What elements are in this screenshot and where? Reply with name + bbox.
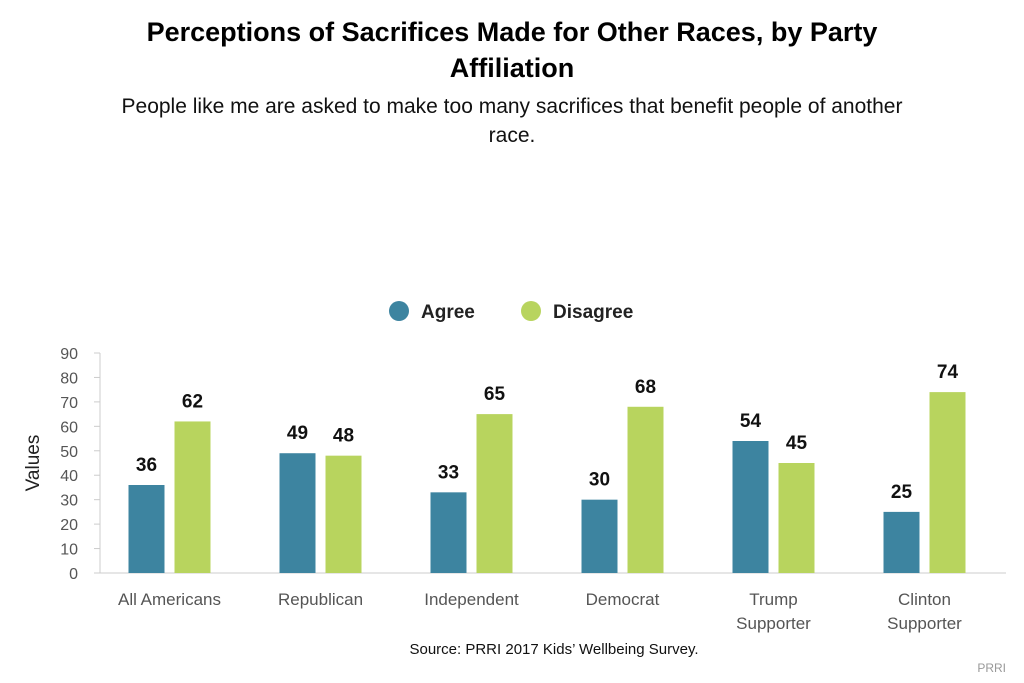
- bar-disagree: [627, 406, 664, 573]
- axes: 0 10 20 30 40 50 60 70 80 90: [60, 346, 1006, 583]
- bars: [128, 392, 966, 573]
- chart-subtitle-line: People like me are asked to make too man…: [122, 95, 903, 118]
- bar-agree: [581, 499, 618, 573]
- y-tick-label: 0: [69, 566, 78, 583]
- bar-disagree: [778, 463, 815, 573]
- data-label-disagree: 45: [786, 433, 808, 454]
- data-label-agree: 25: [891, 482, 913, 503]
- data-labels: 36 62 49 48 33 65 30 68 54 45 25 74: [136, 362, 959, 503]
- category-label: Democrat: [586, 590, 660, 609]
- data-label-disagree: 65: [484, 384, 506, 405]
- data-label-agree: 33: [438, 462, 459, 483]
- data-label-agree: 49: [287, 423, 308, 444]
- chart-title: Perceptions of Sacrifices Made for Other…: [147, 17, 878, 83]
- bar-agree: [430, 492, 467, 573]
- bar-agree: [883, 511, 920, 573]
- y-tick-label: 80: [60, 370, 78, 387]
- category-label: Trump: [749, 590, 798, 609]
- category-label: All Americans: [118, 590, 221, 609]
- legend-label-disagree: Disagree: [553, 302, 633, 323]
- bar-agree: [279, 453, 316, 573]
- category-label: Republican: [278, 590, 363, 609]
- data-label-agree: 36: [136, 455, 157, 476]
- bar-disagree: [476, 414, 513, 573]
- data-label-disagree: 48: [333, 426, 354, 447]
- y-tick-label: 70: [60, 395, 78, 412]
- y-tick-label: 10: [60, 542, 78, 559]
- bar-disagree: [929, 392, 966, 573]
- legend-label-agree: Agree: [421, 302, 475, 323]
- y-tick-label: 60: [60, 419, 78, 436]
- y-tick-label: 20: [60, 517, 78, 534]
- chart-title-line: Affiliation: [450, 53, 574, 83]
- data-label-agree: 54: [740, 411, 762, 432]
- data-label-agree: 30: [589, 470, 610, 491]
- y-tick-label: 90: [60, 346, 78, 363]
- y-tick-label: 30: [60, 493, 78, 510]
- chart-subtitle-line: race.: [489, 124, 536, 147]
- bar-agree: [128, 485, 165, 573]
- y-tick-label: 40: [60, 468, 78, 485]
- y-tick-label: 50: [60, 444, 78, 461]
- bar-disagree: [325, 455, 362, 573]
- chart-subtitle: People like me are asked to make too man…: [122, 95, 903, 147]
- legend-marker-agree: [389, 301, 409, 321]
- category-label: Independent: [424, 590, 519, 609]
- chart-title-line: Perceptions of Sacrifices Made for Other…: [147, 17, 878, 47]
- data-label-disagree: 68: [635, 377, 656, 398]
- category-labels: All Americans Republican Independent Democr…: [118, 590, 962, 633]
- data-label-disagree: 74: [937, 362, 959, 383]
- legend: Agree Disagree: [389, 301, 633, 323]
- category-label: Clinton: [898, 590, 951, 609]
- bar-agree: [732, 441, 769, 573]
- data-label-disagree: 62: [182, 391, 203, 412]
- category-label: Supporter: [736, 614, 811, 633]
- source-note: Source: PRRI 2017 Kids’ Wellbeing Survey…: [409, 641, 698, 658]
- bar-disagree: [174, 421, 211, 573]
- category-label: Supporter: [887, 614, 962, 633]
- credit-label: PRRI: [977, 661, 1006, 675]
- legend-marker-disagree: [521, 301, 541, 321]
- y-axis-label: Values: [23, 435, 44, 492]
